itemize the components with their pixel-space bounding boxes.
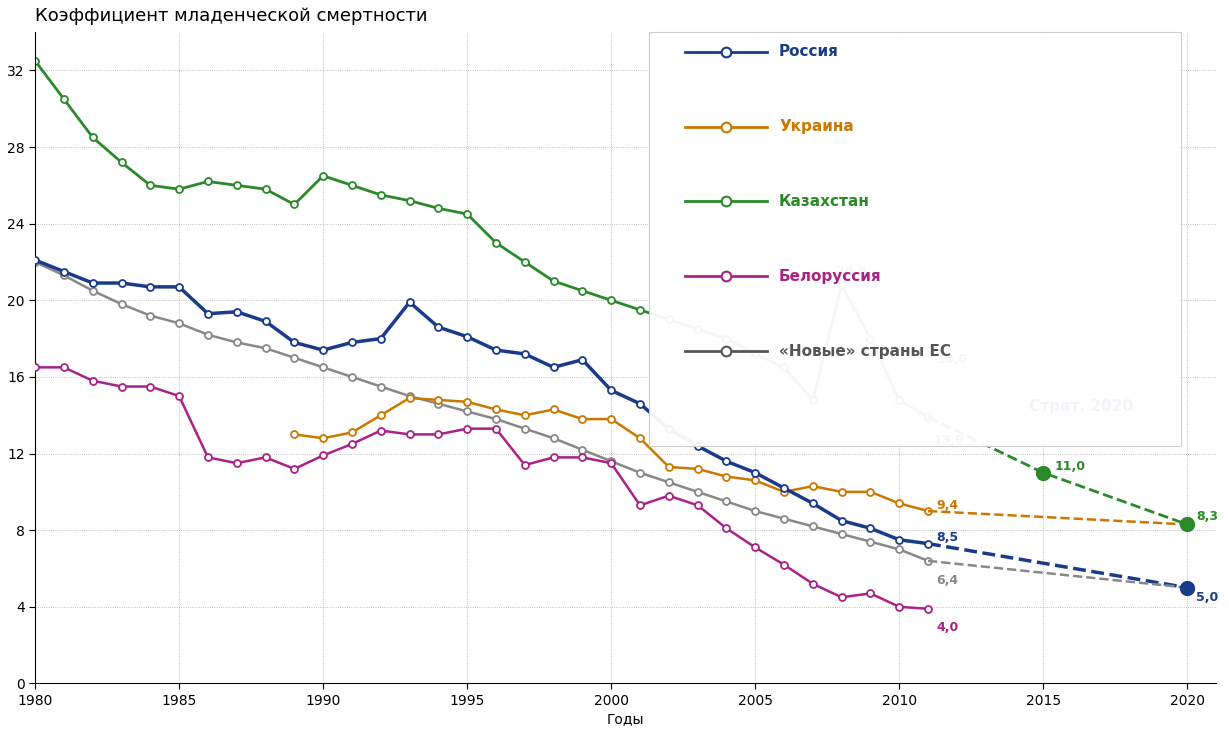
Text: 8,3: 8,3 [1196,510,1218,523]
Point [1034,467,1053,479]
Text: 9,4: 9,4 [936,498,959,512]
Text: Коэффициент младенческой смертности: Коэффициент младенческой смертности [36,7,428,25]
Text: 16,6: 16,6 [936,353,967,366]
Text: Белоруссия: Белоруссия [779,269,881,284]
FancyBboxPatch shape [649,32,1181,446]
Text: 8,5: 8,5 [936,531,959,545]
Text: 13,9: 13,9 [934,434,965,446]
Point [1177,582,1197,594]
Text: 5,0: 5,0 [1196,591,1218,604]
Text: 6,4: 6,4 [936,573,959,586]
Text: «Новые» страны ЕС: «Новые» страны ЕС [779,344,951,358]
Text: Казахстан: Казахстан [779,194,870,209]
Point [1177,518,1197,530]
Text: 20,8: 20,8 [836,265,866,278]
Text: Украина: Украина [779,119,854,134]
Text: Россия: Россия [779,44,839,59]
Text: 4,0: 4,0 [936,622,959,634]
Text: 11,0: 11,0 [1054,460,1085,474]
Text: Страт. 2020: Страт. 2020 [1029,399,1133,414]
X-axis label: Годы: Годы [607,712,644,726]
